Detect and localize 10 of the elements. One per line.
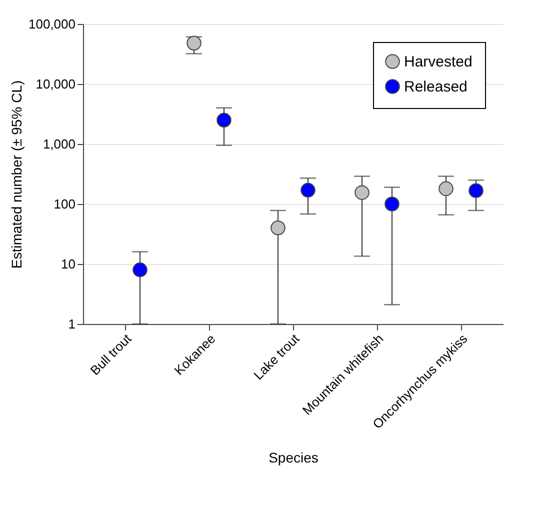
legend-label: Harvested — [404, 54, 472, 70]
y-tick-label: 100 — [54, 196, 76, 212]
legend-label: Released — [404, 78, 468, 96]
y-tick-label: 100,000 — [28, 16, 76, 32]
y-tick-label: 1,000 — [42, 136, 76, 152]
y-tick-label: 10,000 — [36, 76, 76, 92]
y-tick-label: 1 — [68, 316, 76, 332]
x-axis-title: Species — [268, 450, 318, 466]
y-axis-title: Estimated number (± 95% CL) — [8, 80, 25, 269]
y-tick-label: 10 — [61, 256, 76, 272]
